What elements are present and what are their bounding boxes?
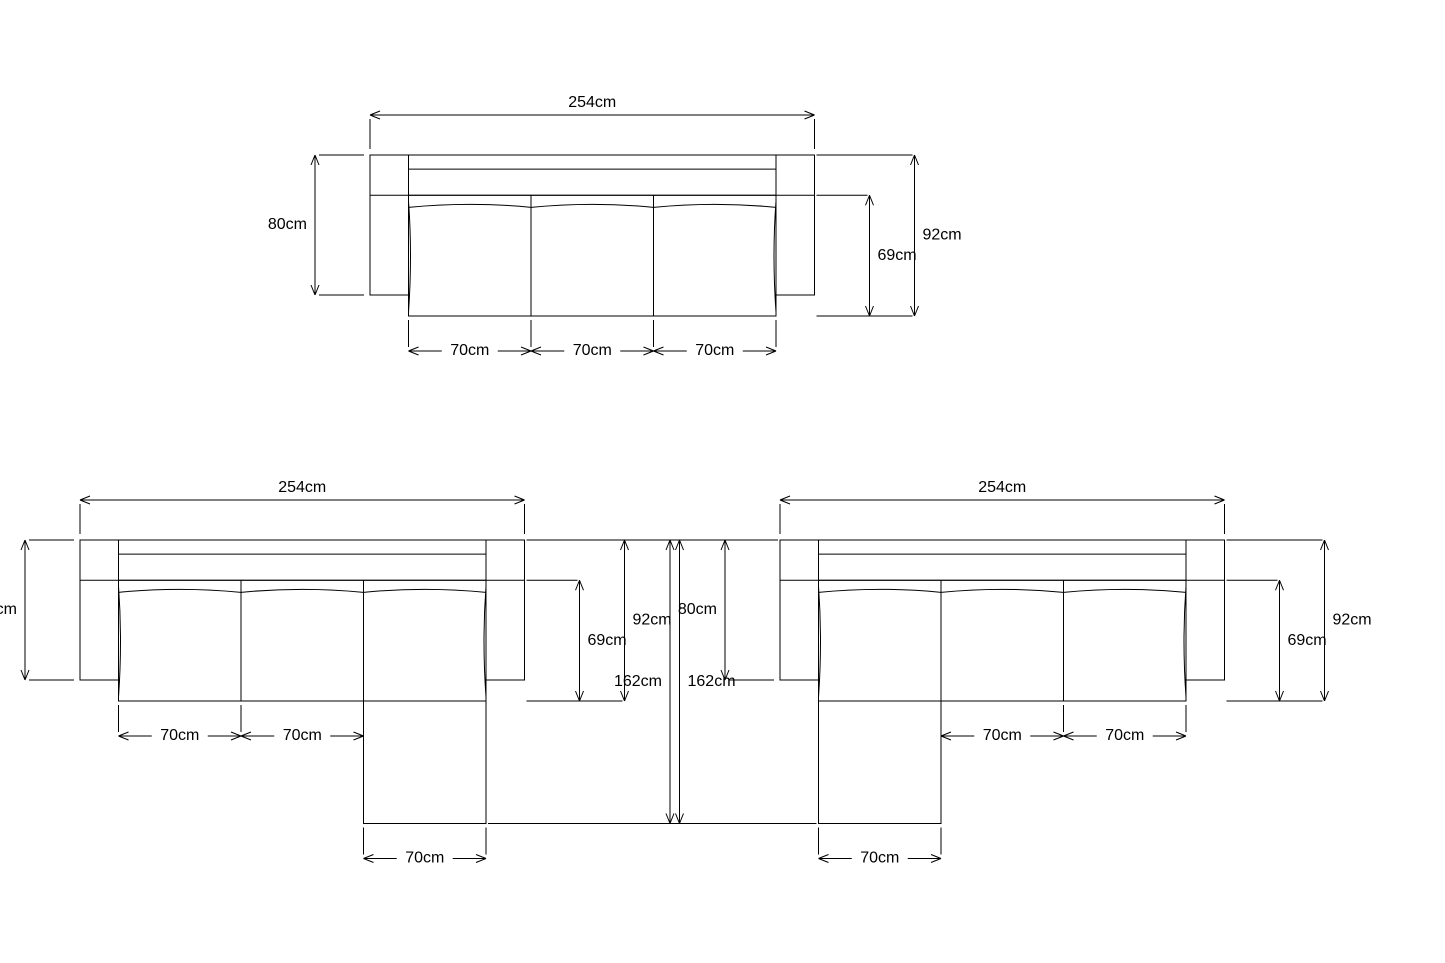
- dim-total-width: 254cm: [278, 479, 326, 496]
- dim-seat-1: 70cm: [450, 342, 489, 359]
- dim-total-width: 254cm: [978, 479, 1026, 496]
- dim-seat-2: 70cm: [283, 727, 322, 744]
- dim-depth-seat: 69cm: [588, 632, 627, 649]
- dim-chaise-width: 70cm: [860, 850, 899, 867]
- dim-seat-1: 70cm: [160, 727, 199, 744]
- dim-seat-1: 70cm: [983, 727, 1022, 744]
- dim-depth-seat: 69cm: [878, 247, 917, 264]
- dim-depth-full: 92cm: [633, 612, 672, 629]
- dim-arm-depth: 80cm: [0, 601, 17, 618]
- dim-total-width: 254cm: [568, 94, 616, 111]
- dim-depth-full: 92cm: [923, 227, 962, 244]
- dim-depth-full: 92cm: [1333, 612, 1372, 629]
- dim-arm-depth: 80cm: [268, 216, 307, 233]
- dim-seat-2: 70cm: [573, 342, 612, 359]
- dim-seat-3: 70cm: [695, 342, 734, 359]
- dim-chaise-depth: 162cm: [688, 673, 736, 690]
- dim-arm-depth: 80cm: [678, 601, 717, 618]
- sofa-l-chaise-left: 254cm 80cm 92cm 69cm 70cm 70cm 70cm 162cm: [614, 479, 1372, 867]
- sofa-top-view: 254cm 80cm 92cm 69cm 70cm 70cm 70cm: [268, 94, 962, 359]
- dim-chaise-width: 70cm: [405, 850, 444, 867]
- dim-depth-seat: 69cm: [1288, 632, 1327, 649]
- dimension-drawing: 254cm 80cm 92cm 69cm 70cm 70cm 70cm 254cm 80cm 92…: [0, 0, 1445, 963]
- dim-seat-2: 70cm: [1105, 727, 1144, 744]
- dim-chaise-depth: 162cm: [614, 673, 662, 690]
